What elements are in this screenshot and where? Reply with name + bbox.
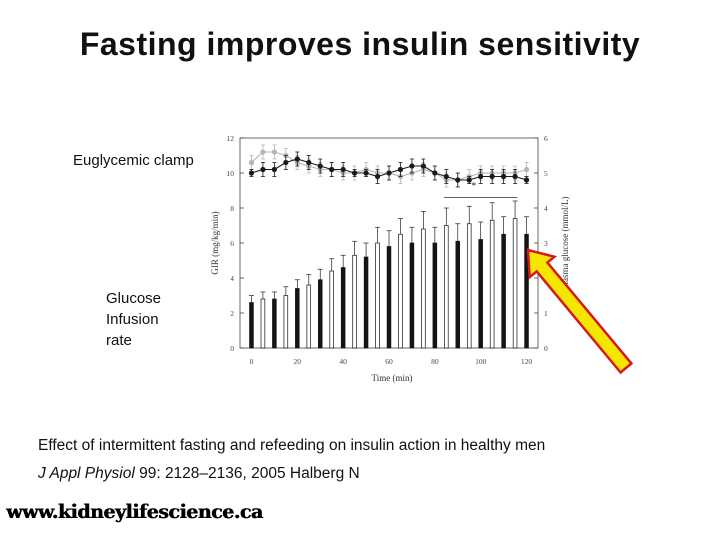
- x-tick-label: 40: [339, 357, 347, 366]
- gir-bar: [363, 256, 369, 349]
- glucose-point: [466, 177, 472, 183]
- caption-citation: 99: 2128–2136, 2005 Halberg N: [134, 465, 360, 482]
- y-tick-label: 0: [230, 344, 234, 353]
- caption-journal: J Appl Physiol: [38, 465, 135, 482]
- x-tick-label: 120: [521, 357, 533, 366]
- glucose-point: [352, 170, 358, 176]
- pointer-arrow: [526, 248, 634, 375]
- gir-bar: [260, 298, 266, 349]
- glucose-point: [340, 166, 346, 173]
- glucose-point: [523, 166, 530, 173]
- gir-bar: [409, 242, 415, 349]
- glucose-point: [363, 170, 369, 176]
- gir-bar: [340, 267, 346, 349]
- y2-tick-label: 6: [544, 134, 548, 143]
- website-watermark: www.kidneylifescience.ca: [6, 501, 263, 523]
- gir-bar: [352, 254, 357, 349]
- gir-bar: [466, 223, 472, 349]
- glucose-point: [260, 166, 266, 173]
- gir-bar: [455, 240, 461, 349]
- gir-bar: [432, 242, 438, 349]
- glucose-point: [397, 166, 404, 173]
- glucose-point: [455, 177, 461, 183]
- x-tick-label: 80: [431, 357, 439, 366]
- glucose-point: [271, 149, 277, 155]
- glucose-point: [294, 156, 300, 162]
- chart-x-label: Time (min): [372, 373, 413, 383]
- gir-bar: [501, 233, 506, 349]
- callout-euglycemic-clamp: Euglycemic clamp: [73, 152, 194, 169]
- gir-bar: [329, 270, 334, 349]
- glucose-point: [501, 173, 507, 180]
- glucose-point: [306, 159, 312, 166]
- glucose-point: [248, 159, 255, 166]
- x-tick-label: 20: [294, 357, 302, 366]
- gir-bar: [421, 228, 426, 349]
- y-tick-label: 10: [227, 169, 235, 178]
- slide-title: Fasting improves insulin sensitivity: [79, 26, 641, 62]
- glucose-point: [512, 173, 518, 180]
- glucose-point: [409, 163, 415, 169]
- y2-tick-label: 5: [544, 169, 548, 178]
- y-tick-label: 8: [230, 204, 234, 213]
- gir-bar: [272, 298, 277, 349]
- caption: Effect of intermittent fasting and refee…: [38, 432, 545, 488]
- chart-y2-label: Plasma glucose (mmol/L): [560, 197, 570, 290]
- chart-axes: 0246810120123456020406080100120: [227, 134, 549, 366]
- y-tick-label: 12: [227, 134, 235, 143]
- gir-bar: [317, 279, 323, 349]
- glucose-point: [420, 163, 426, 169]
- significance-asterisk: *: [471, 181, 476, 192]
- glucose-point: [443, 173, 449, 180]
- glucose-point: [260, 149, 266, 155]
- y2-tick-label: 3: [544, 239, 548, 248]
- gir-bar: [512, 218, 518, 349]
- glucose-point: [248, 170, 255, 176]
- x-tick-label: 0: [250, 357, 254, 366]
- y-tick-label: 6: [230, 239, 234, 248]
- glucose-point: [317, 163, 323, 169]
- chart-lines: [248, 144, 530, 188]
- glucose-point: [283, 159, 289, 166]
- caption-line-1: Effect of intermittent fasting and refee…: [38, 437, 546, 454]
- glucose-point: [329, 166, 335, 173]
- pointer-arrow-shape: [526, 248, 634, 375]
- glucose-point: [386, 170, 392, 176]
- glucose-point: [432, 170, 438, 176]
- gir-bar: [398, 233, 403, 349]
- glucose-point: [489, 173, 495, 180]
- y2-tick-label: 4: [544, 204, 548, 213]
- gir-bar: [295, 288, 300, 349]
- gir-bar: [478, 239, 483, 349]
- gir-bar: [444, 225, 449, 349]
- y-tick-label: 4: [230, 274, 234, 283]
- glucose-point: [478, 173, 484, 180]
- glucose-point: [374, 173, 381, 180]
- x-tick-label: 100: [475, 357, 487, 366]
- glucose-point: [271, 166, 277, 173]
- gir-bar: [306, 284, 312, 349]
- y-tick-label: 2: [230, 309, 234, 318]
- caption-line-2: J Appl Physiol 99: 2128–2136, 2005 Halbe…: [38, 460, 545, 488]
- gir-bar: [283, 295, 289, 349]
- glucose-point: [523, 177, 530, 183]
- chart-bars: [248, 200, 530, 349]
- y2-tick-label: 1: [544, 309, 548, 318]
- x-tick-label: 60: [385, 357, 393, 366]
- gir-bar: [489, 219, 495, 349]
- chart-annotations: *: [444, 181, 518, 198]
- callout-glucose-infusion-rate: Glucose Infusion rate: [106, 290, 162, 349]
- y2-tick-label: 0: [544, 344, 548, 353]
- chart-y-label: GIR (mg/kg/min): [210, 211, 220, 274]
- gir-bar: [375, 242, 380, 349]
- gir-bar: [249, 302, 254, 349]
- gir-bar: [386, 246, 392, 349]
